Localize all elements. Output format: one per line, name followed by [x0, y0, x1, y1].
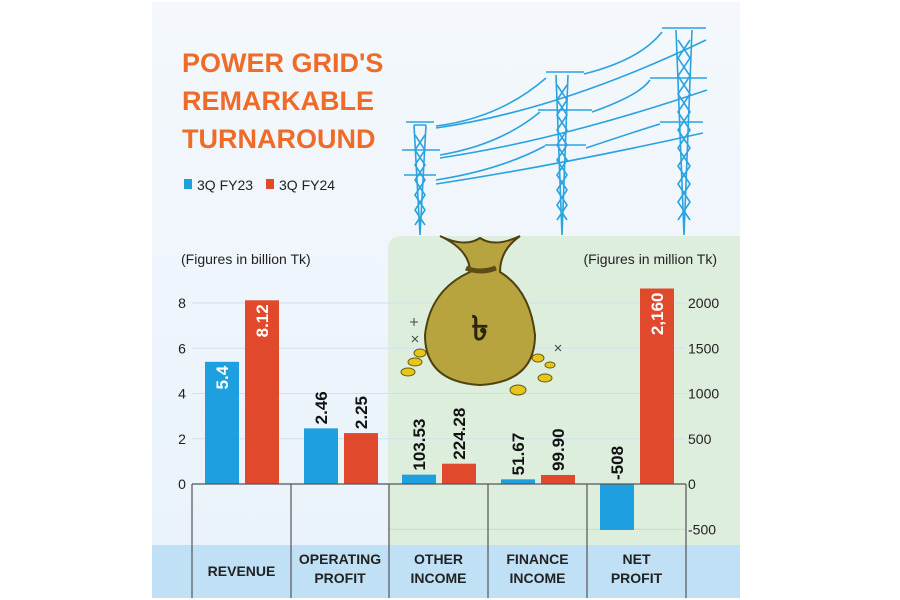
data-label: 5.4 — [213, 365, 232, 389]
right-tick-label: 0 — [688, 476, 696, 492]
category-label: REVENUE — [208, 563, 276, 579]
bar-fy23 — [304, 428, 338, 484]
left-tick-label: 2 — [178, 431, 186, 447]
bar-fy24 — [640, 288, 674, 484]
title-line-1: POWER GRID'S — [182, 48, 383, 78]
category-dividers — [191, 484, 687, 598]
bar-fy23 — [501, 479, 535, 484]
category-label: PROFIT — [611, 570, 663, 586]
category-labels: REVENUE OPERATING PROFIT OTHER INCOME FINANCE… — [208, 551, 663, 586]
left-tick-label: 8 — [178, 295, 186, 311]
legend: 3Q FY23 3Q FY24 — [184, 177, 335, 193]
data-label: 99.90 — [549, 428, 568, 471]
left-tick-label: 0 — [178, 476, 186, 492]
bar-fy24 — [442, 463, 476, 484]
bar-fy24 — [344, 433, 378, 484]
data-label: 8.12 — [253, 304, 272, 337]
bars — [205, 288, 674, 530]
left-tick-label: 4 — [178, 386, 186, 402]
bar-fy24 — [541, 474, 575, 484]
category-label: OTHER — [414, 551, 463, 567]
right-tick-label: 500 — [688, 431, 712, 447]
data-label: 2.25 — [352, 396, 371, 429]
data-label: 51.67 — [509, 433, 528, 476]
category-band — [152, 545, 740, 598]
left-unit-note: (Figures in billion Tk) — [181, 251, 311, 267]
right-tick-label: 2000 — [688, 295, 719, 311]
data-label: 2.46 — [312, 391, 331, 424]
right-tick-label: -500 — [688, 521, 716, 537]
right-tick-label: 1000 — [688, 386, 719, 402]
category-label: FINANCE — [506, 551, 568, 567]
category-label: INCOME — [510, 570, 566, 586]
bar-fy23 — [600, 484, 634, 530]
data-label: 2,160 — [648, 293, 667, 336]
title-line-2: REMARKABLE — [182, 86, 374, 116]
svg-text:৳: ৳ — [472, 309, 489, 349]
right-unit-note: (Figures in million Tk) — [583, 251, 717, 267]
legend-swatch-fy24 — [266, 179, 274, 189]
category-label: INCOME — [411, 570, 467, 586]
legend-label-fy23: 3Q FY23 — [197, 177, 253, 193]
bar-fy24 — [245, 300, 279, 484]
bar-fy23 — [205, 361, 239, 484]
left-axis-ticks: 0 2 4 6 8 — [178, 295, 186, 492]
title-line-3: TURNAROUND — [182, 124, 375, 154]
data-labels: 5.4 8.12 2.46 2.25 103.53 224.28 51.67 99.90 -50… — [213, 293, 667, 480]
right-axis-ticks: -500 0 500 1000 1500 2000 — [688, 295, 719, 537]
data-label: 224.28 — [450, 408, 469, 460]
money-bag-illustration: ৳ — [400, 235, 562, 396]
left-tick-label: 6 — [178, 340, 186, 356]
bar-fy23 — [402, 474, 436, 484]
power-pylons-illustration — [402, 27, 708, 236]
category-label: NET — [623, 551, 651, 567]
category-label: PROFIT — [314, 570, 366, 586]
data-label: 103.53 — [410, 419, 429, 471]
data-label: -508 — [608, 446, 627, 480]
legend-swatch-fy23 — [184, 179, 192, 189]
category-label: OPERATING — [299, 551, 381, 567]
legend-label-fy24: 3Q FY24 — [279, 177, 335, 193]
right-tick-label: 1500 — [688, 340, 719, 356]
